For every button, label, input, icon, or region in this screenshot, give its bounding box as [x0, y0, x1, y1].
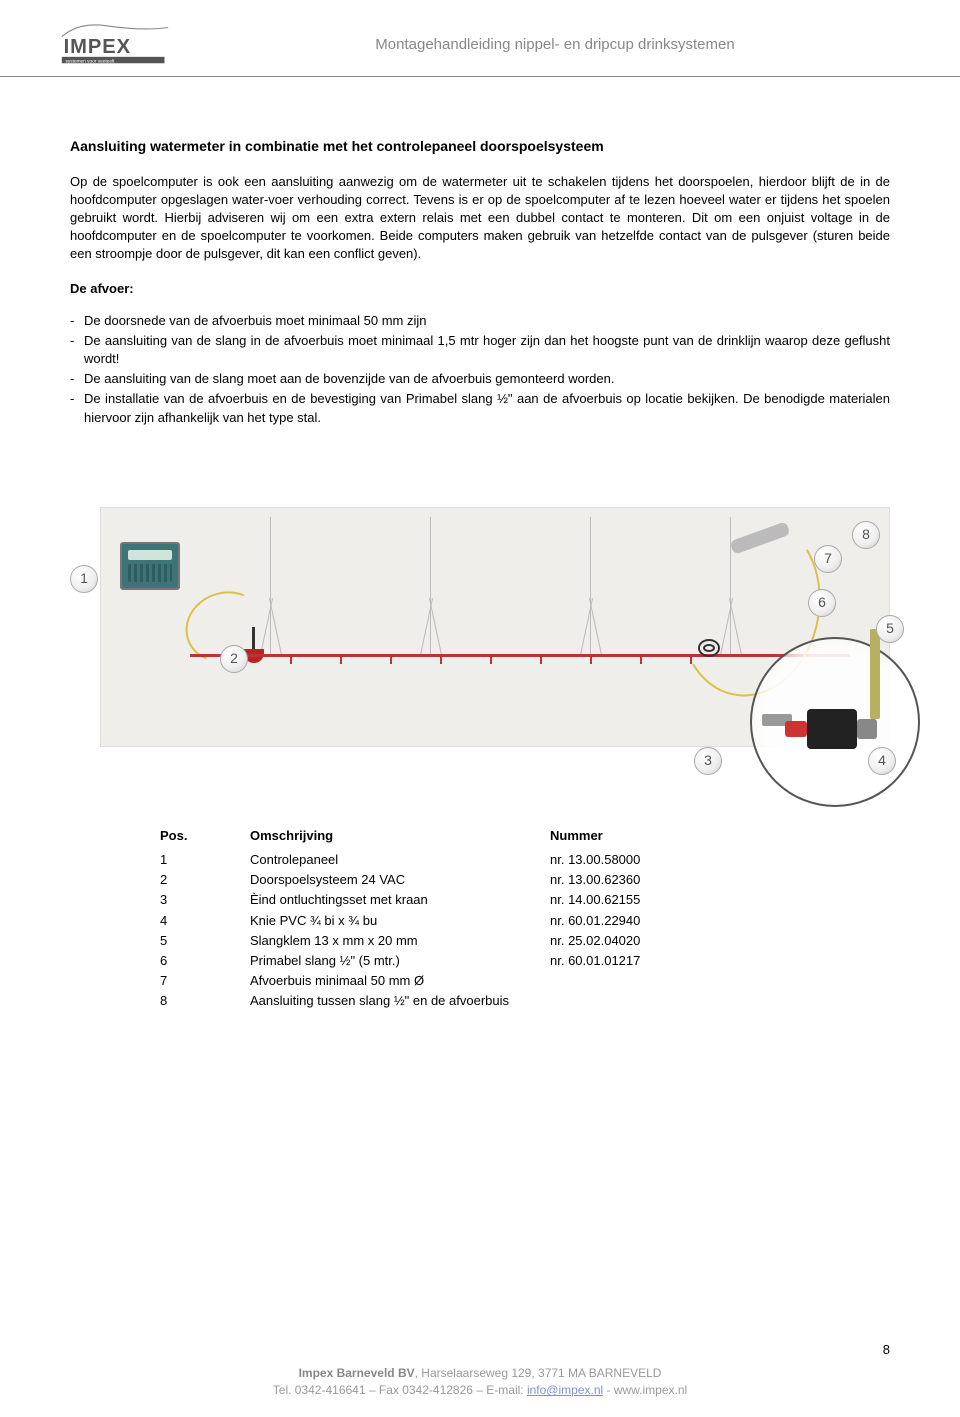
table-row: 2 Doorspoelsysteem 24 VAC nr. 13.00.6236…	[160, 871, 800, 889]
cell-pos: 7	[160, 972, 250, 990]
cell-pos: 3	[160, 891, 250, 909]
table-row: 6 Primabel slang ½" (5 mtr.) nr. 60.01.0…	[160, 952, 800, 970]
nipple	[490, 654, 492, 664]
page-header: IMPEX systemen voor veeteelt Montagehand…	[0, 0, 960, 77]
cell-num	[550, 992, 800, 1010]
cell-desc: Knie PVC ¾ bi x ¾ bu	[250, 912, 550, 930]
cell-desc: Doorspoelsysteem 24 VAC	[250, 871, 550, 889]
cell-desc: Afvoerbuis minimaal 50 mm Ø	[250, 972, 550, 990]
detail-circle	[750, 637, 920, 807]
logo-text: IMPEX	[64, 36, 131, 58]
nipple	[590, 654, 592, 664]
nipple	[390, 654, 392, 664]
table-row: 7 Afvoerbuis minimaal 50 mm Ø	[160, 972, 800, 990]
callout-badge: 6	[808, 589, 836, 617]
callout-badge: 1	[70, 565, 98, 593]
cell-pos: 1	[160, 851, 250, 869]
footer-site: www.impex.nl	[614, 1383, 687, 1397]
callout-badge: 3	[694, 747, 722, 775]
footer-company: Impex Barneveld BV	[299, 1366, 415, 1380]
footer-sep: -	[603, 1383, 614, 1397]
table-row: 8 Aansluiting tussen slang ½" en de afvo…	[160, 992, 800, 1010]
cell-desc: Èind ontluchtingsset met kraan	[250, 891, 550, 909]
suspension-v	[576, 597, 606, 655]
nipple	[290, 654, 292, 664]
col-header-num: Nummer	[550, 827, 800, 845]
table-row: 5 Slangklem 13 x mm x 20 mm nr. 25.02.04…	[160, 932, 800, 950]
cell-num: nr. 60.01.01217	[550, 952, 800, 970]
cell-desc: Slangklem 13 x mm x 20 mm	[250, 932, 550, 950]
cell-pos: 2	[160, 871, 250, 889]
nipple	[540, 654, 542, 664]
control-panel-icon	[120, 542, 180, 590]
valve-icon	[807, 709, 857, 749]
callout-badge: 2	[220, 645, 248, 673]
subhead: De afvoer:	[70, 280, 890, 298]
callout-badge: 4	[868, 747, 896, 775]
table-row: 1 Controlepaneel nr. 13.00.58000	[160, 851, 800, 869]
nipple	[440, 654, 442, 664]
cell-num	[550, 972, 800, 990]
system-diagram: 1 2 3 4 5 6 7 8	[70, 487, 890, 777]
col-header-pos: Pos.	[160, 827, 250, 845]
logo-sub: systemen voor veeteelt	[66, 58, 116, 64]
cell-num: nr. 60.01.22940	[550, 912, 800, 930]
page-number: 8	[883, 1341, 890, 1359]
main-paragraph: Op de spoelcomputer is ook een aansluiti…	[70, 173, 890, 264]
cell-pos: 6	[160, 952, 250, 970]
page-content: Aansluiting watermeter in combinatie met…	[0, 77, 960, 1011]
cell-desc: Controlepaneel	[250, 851, 550, 869]
cell-pos: 5	[160, 932, 250, 950]
pipe-yellow	[870, 629, 880, 719]
table-header: Pos. Omschrijving Nummer	[160, 827, 800, 845]
callout-badge: 8	[852, 521, 880, 549]
cell-desc: Aansluiting tussen slang ½" en de afvoer…	[250, 992, 550, 1010]
cell-pos: 4	[160, 912, 250, 930]
table-row: 3 Èind ontluchtingsset met kraan nr. 14.…	[160, 891, 800, 909]
footer-address: , Harselaarseweg 129, 3771 MA BARNEVELD	[415, 1366, 662, 1380]
cell-num: nr. 13.00.58000	[550, 851, 800, 869]
table-row: 4 Knie PVC ¾ bi x ¾ bu nr. 60.01.22940	[160, 912, 800, 930]
cell-num: nr. 25.02.04020	[550, 932, 800, 950]
list-item-text: De installatie van de afvoerbuis en de b…	[84, 391, 890, 424]
list-item: De doorsnede van de afvoerbuis moet mini…	[70, 312, 890, 330]
cell-desc: Primabel slang ½" (5 mtr.)	[250, 952, 550, 970]
parts-table: Pos. Omschrijving Nummer 1 Controlepanee…	[160, 827, 800, 1011]
section-title: Aansluiting watermeter in combinatie met…	[70, 137, 890, 157]
list-item: De aansluiting van de slang in de afvoer…	[70, 332, 890, 368]
list-item: De installatie van de afvoerbuis en de b…	[70, 390, 890, 426]
col-header-desc: Omschrijving	[250, 827, 550, 845]
cell-num: nr. 14.00.62155	[550, 891, 800, 909]
cell-pos: 8	[160, 992, 250, 1010]
logo: IMPEX systemen voor veeteelt	[60, 20, 170, 68]
nipple	[340, 654, 342, 664]
header-title: Montagehandleiding nippel- en dripcup dr…	[210, 34, 900, 55]
footer-tel: Tel. 0342-416641 – Fax 0342-412826 – E-m…	[273, 1383, 527, 1397]
bullet-list: De doorsnede van de afvoerbuis moet mini…	[70, 312, 890, 427]
callout-badge: 5	[876, 615, 904, 643]
footer-email-link[interactable]: info@impex.nl	[527, 1383, 603, 1397]
suspension-v	[416, 597, 446, 655]
callout-badge: 7	[814, 545, 842, 573]
page-footer: Impex Barneveld BV, Harselaarseweg 129, …	[0, 1365, 960, 1399]
cell-num: nr. 13.00.62360	[550, 871, 800, 889]
list-item: De aansluiting van de slang moet aan de …	[70, 370, 890, 388]
nipple	[640, 654, 642, 664]
